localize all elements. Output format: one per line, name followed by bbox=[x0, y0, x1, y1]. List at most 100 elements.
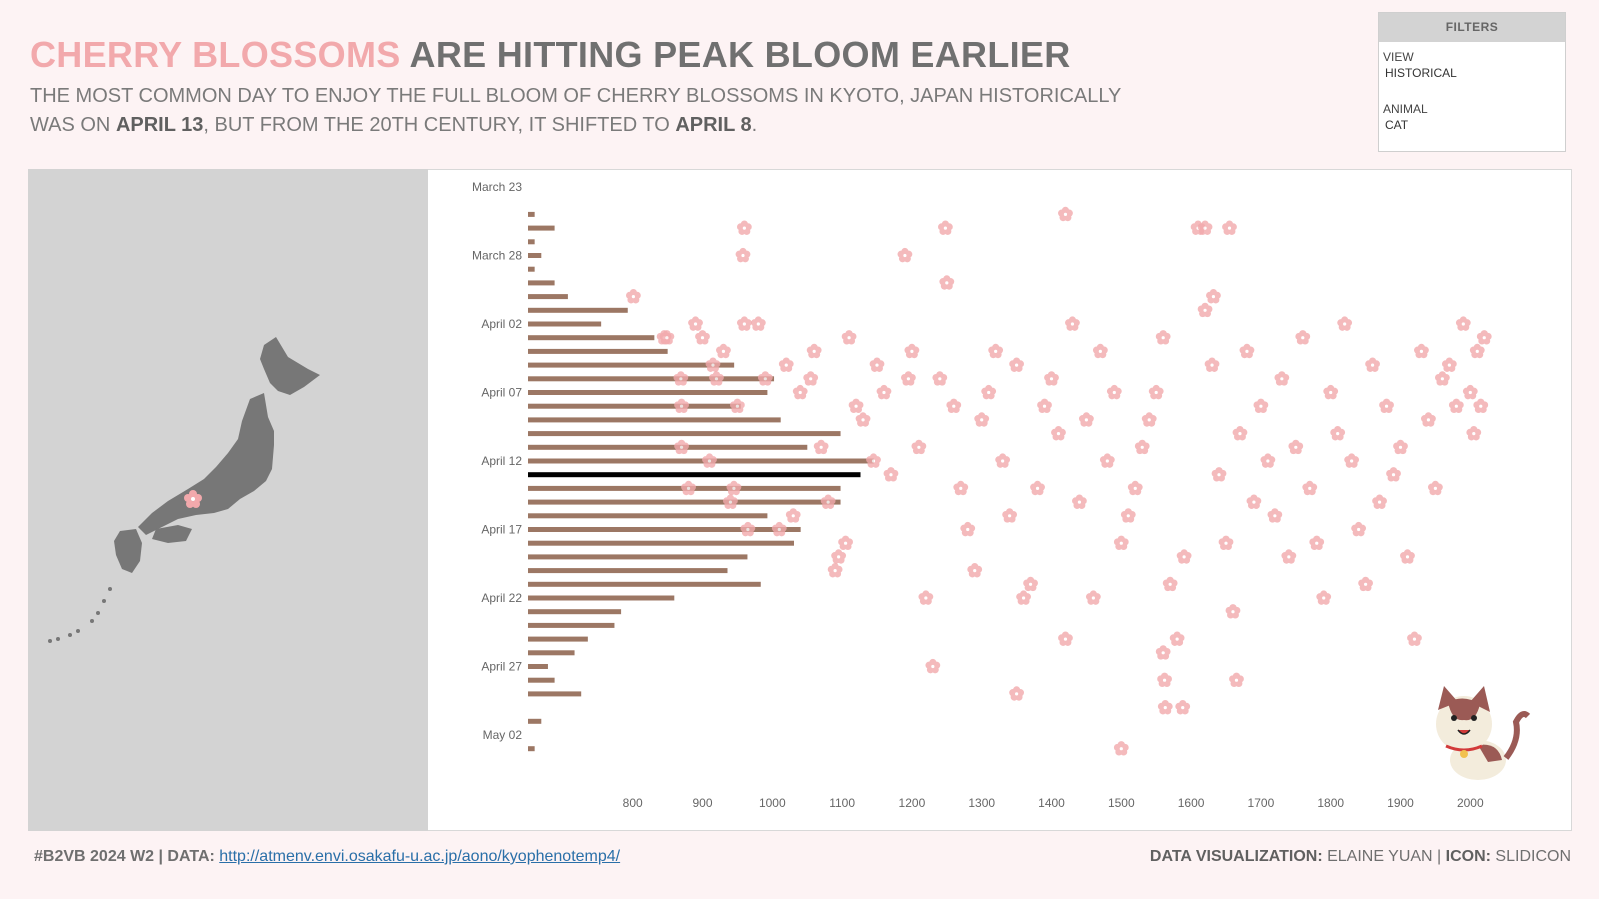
japan-map bbox=[28, 169, 428, 831]
blossom-point bbox=[736, 220, 752, 235]
blossom-point bbox=[1428, 480, 1443, 496]
blossom-point bbox=[1058, 206, 1073, 222]
blossom-point bbox=[820, 494, 836, 509]
blossom-point bbox=[960, 521, 976, 537]
blossom-point bbox=[901, 371, 916, 386]
blossom-point bbox=[1295, 330, 1311, 345]
bloom-count-bar bbox=[528, 321, 602, 327]
blossom-point bbox=[1462, 384, 1478, 400]
blossom-point bbox=[1009, 686, 1024, 701]
blossom-point bbox=[736, 316, 752, 331]
blossom-point bbox=[1372, 494, 1387, 509]
bloom-count-bar bbox=[528, 664, 548, 669]
blossom-point bbox=[1072, 494, 1087, 509]
title-rest: ARE HITTING PEAK BLOOM EARLIER bbox=[409, 34, 1071, 75]
bloom-count-bar bbox=[528, 718, 542, 724]
x-tick-label: 1800 bbox=[1317, 796, 1344, 810]
blossom-point bbox=[925, 658, 941, 674]
bloom-count-bar bbox=[528, 609, 622, 615]
blossom-point bbox=[981, 384, 997, 400]
blossom-point bbox=[1037, 398, 1052, 414]
animal-filter-label: ANIMAL bbox=[1383, 102, 1428, 116]
blossom-point bbox=[1197, 302, 1213, 318]
credit-name: ELAINE YUAN | bbox=[1322, 848, 1446, 865]
blossom-point bbox=[1274, 371, 1290, 386]
footer-source: #B2VB 2024 W2 | DATA: http://atmenv.envi… bbox=[34, 848, 620, 866]
filters-heading: FILTERS bbox=[1379, 13, 1565, 42]
blossom-point bbox=[681, 480, 696, 496]
blossom-point bbox=[1476, 330, 1492, 345]
bloom-count-bar bbox=[528, 403, 741, 409]
blossom-point bbox=[625, 289, 641, 304]
blossom-point bbox=[1099, 453, 1115, 468]
blossom-point bbox=[838, 535, 853, 551]
blossom-point bbox=[946, 398, 962, 414]
x-tick-label: 1200 bbox=[899, 796, 926, 810]
y-tick-label: April 22 bbox=[481, 591, 522, 605]
blossom-point bbox=[1365, 357, 1380, 372]
blossom-point bbox=[1455, 316, 1471, 331]
blossom-point bbox=[1134, 439, 1150, 455]
blossom-point bbox=[806, 343, 822, 359]
highlight-bar bbox=[528, 472, 861, 478]
bloom-count-bar bbox=[528, 499, 841, 505]
kyoto-blossom-marker bbox=[184, 490, 202, 508]
blossom-point bbox=[1253, 398, 1269, 414]
bloom-count-bar bbox=[528, 568, 728, 574]
y-tick-label: April 02 bbox=[481, 317, 522, 331]
animal-filter-value[interactable]: CAT bbox=[1385, 118, 1409, 132]
blossom-point bbox=[740, 521, 756, 537]
blossom-point bbox=[1407, 631, 1422, 646]
blossom-point bbox=[1113, 535, 1129, 551]
blossom-point bbox=[848, 398, 864, 414]
blossom-point bbox=[1148, 384, 1164, 400]
subtitle-line-1: THE MOST COMMON DAY TO ENJOY THE FULL BL… bbox=[30, 85, 1122, 107]
blossom-point bbox=[688, 316, 703, 331]
subtitle-modern-date: APRIL 8 bbox=[675, 114, 752, 136]
bloom-count-bar bbox=[528, 239, 535, 245]
blossom-point bbox=[1337, 316, 1353, 331]
bloom-count-bar bbox=[528, 581, 761, 587]
blossom-point bbox=[995, 453, 1011, 468]
cat-icon bbox=[1436, 686, 1531, 780]
blossom-point bbox=[1175, 700, 1191, 715]
shikoku-shape bbox=[152, 525, 192, 543]
bloom-count-bar bbox=[528, 348, 668, 354]
blossom-point bbox=[1222, 220, 1237, 235]
blossom-point bbox=[702, 453, 717, 468]
x-tick-label: 1500 bbox=[1108, 796, 1135, 810]
bloom-count-bar bbox=[528, 444, 808, 450]
bloom-count-bar bbox=[528, 540, 794, 546]
blossom-point bbox=[1127, 480, 1143, 496]
blossom-point bbox=[1344, 453, 1360, 468]
bloom-count-bar bbox=[528, 458, 874, 464]
filters-panel: FILTERS VIEW HISTORICAL ANIMAL CAT bbox=[1378, 12, 1566, 152]
blossom-point bbox=[695, 330, 710, 345]
blossom-point bbox=[938, 220, 953, 235]
blossom-point bbox=[1120, 508, 1136, 523]
footer-prefix: #B2VB 2024 W2 | DATA: bbox=[34, 848, 220, 865]
view-filter-value[interactable]: HISTORICAL bbox=[1385, 66, 1457, 80]
blossom-point bbox=[953, 480, 969, 496]
bloom-count-bar bbox=[528, 307, 628, 313]
blossom-point bbox=[1246, 494, 1262, 509]
blossom-point bbox=[1466, 426, 1482, 441]
bloom-count-bar bbox=[528, 390, 768, 395]
data-source-link[interactable]: http://atmenv.envi.osakafu-u.ac.jp/aono/… bbox=[219, 848, 621, 865]
bloom-count-bar bbox=[528, 677, 555, 683]
bloom-count-bar bbox=[528, 431, 841, 437]
blossom-point bbox=[1441, 357, 1457, 372]
icon-credit: SLIDICON bbox=[1490, 848, 1571, 865]
x-tick-label: 2000 bbox=[1457, 796, 1484, 810]
blossom-point bbox=[1309, 535, 1325, 551]
bloom-count-bar bbox=[528, 746, 535, 752]
bloom-count-bar bbox=[528, 650, 575, 656]
subtitle-line-2: WAS ON APRIL 13, BUT FROM THE 20TH CENTU… bbox=[30, 111, 1121, 140]
blossom-point bbox=[967, 563, 983, 578]
blossom-point bbox=[771, 521, 787, 537]
y-tick-label: March 28 bbox=[472, 249, 522, 263]
blossom-point bbox=[1239, 343, 1255, 359]
kyushu-shape bbox=[114, 529, 142, 573]
blossom-point bbox=[918, 590, 934, 605]
blossom-point bbox=[723, 494, 738, 509]
